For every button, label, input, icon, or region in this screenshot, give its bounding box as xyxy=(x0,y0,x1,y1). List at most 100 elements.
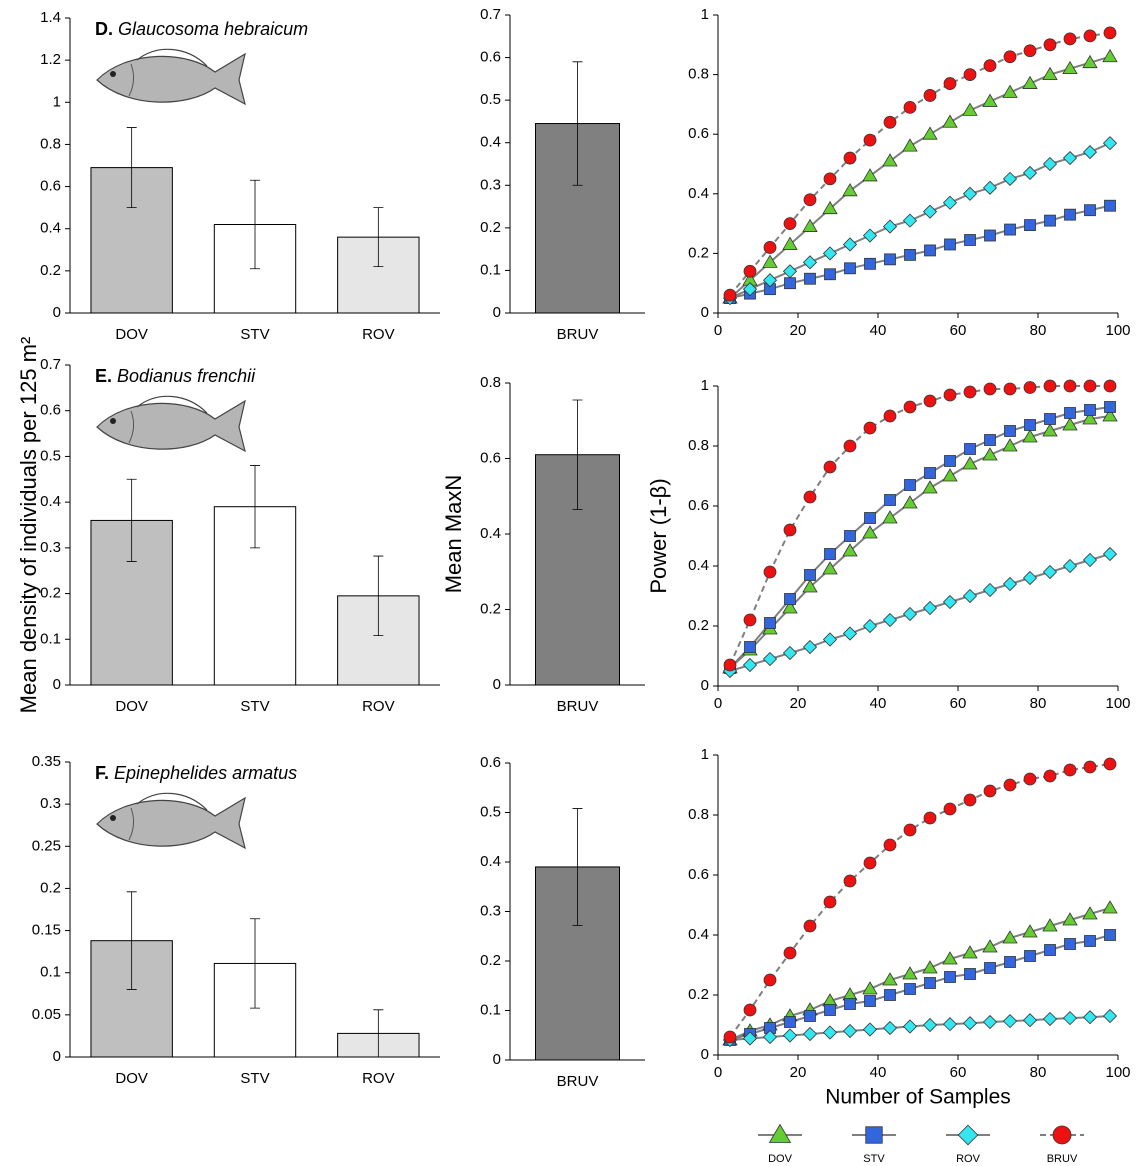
panel-title: D. Glaucosoma hebraicum xyxy=(95,19,308,39)
legend-marker xyxy=(865,1126,883,1144)
fish-gill xyxy=(128,410,135,444)
marker xyxy=(902,138,918,152)
marker xyxy=(943,77,957,90)
y-tick-label: 0 xyxy=(701,304,709,321)
marker xyxy=(1042,156,1058,172)
marker xyxy=(1022,75,1038,89)
marker xyxy=(923,89,937,102)
marker xyxy=(864,257,876,270)
y-tick-label: 0.2 xyxy=(480,600,501,617)
legend-marker xyxy=(1052,1125,1072,1145)
x-tick-label: DOV xyxy=(115,1070,148,1087)
marker xyxy=(804,569,816,581)
marker xyxy=(944,455,956,467)
marker xyxy=(962,456,978,470)
error-bar xyxy=(373,207,384,268)
marker xyxy=(1062,150,1078,166)
marker xyxy=(963,68,977,81)
marker xyxy=(922,126,938,140)
y-tick-label: 0.25 xyxy=(32,837,61,854)
marker xyxy=(1082,411,1098,425)
marker xyxy=(1104,929,1116,941)
error-bar xyxy=(572,808,583,926)
marker xyxy=(1003,50,1017,64)
y-tick-label: 0.8 xyxy=(688,437,709,454)
marker xyxy=(1024,419,1036,431)
marker xyxy=(1064,208,1076,221)
marker xyxy=(924,977,936,989)
marker xyxy=(904,479,916,491)
marker xyxy=(803,193,817,207)
marker xyxy=(842,183,858,197)
marker xyxy=(784,277,796,290)
panel-title: E. Bodianus frenchii xyxy=(95,366,256,386)
marker xyxy=(1104,199,1116,212)
marker xyxy=(1042,564,1058,580)
marker xyxy=(884,989,896,1001)
y-tick-label: 0.05 xyxy=(32,1006,61,1023)
marker xyxy=(844,530,856,542)
marker xyxy=(1083,760,1097,774)
y-tick-label: 0.8 xyxy=(688,806,709,823)
fish-body xyxy=(96,52,246,106)
marker xyxy=(1082,552,1098,568)
error-bar xyxy=(250,465,260,549)
y-tick-label: 0.6 xyxy=(688,497,709,514)
species-name: Bodianus frenchii xyxy=(117,366,256,386)
marker xyxy=(1044,413,1056,425)
marker xyxy=(744,641,756,653)
marker xyxy=(863,856,877,870)
marker xyxy=(843,874,857,888)
x-tick-label: STV xyxy=(240,1070,269,1087)
y-tick-label: 0.35 xyxy=(32,753,61,770)
marker xyxy=(1062,558,1078,574)
fish-body xyxy=(96,399,246,453)
marker xyxy=(1043,769,1057,783)
error-bar xyxy=(572,61,583,186)
marker xyxy=(1042,66,1058,80)
y-tick-label: 0.3 xyxy=(480,176,501,193)
y-tick-label: 0.15 xyxy=(32,922,61,939)
y-tick-label: 0 xyxy=(53,676,61,693)
marker xyxy=(923,811,937,825)
marker xyxy=(1002,576,1018,592)
marker xyxy=(983,382,997,396)
marker xyxy=(882,972,898,986)
y-tick-label: 0.2 xyxy=(40,262,61,279)
marker xyxy=(862,525,878,539)
marker xyxy=(723,288,737,302)
marker xyxy=(762,254,778,268)
y-tick-label: 0.4 xyxy=(688,926,709,943)
marker xyxy=(1004,223,1016,236)
fish-fin xyxy=(136,395,208,414)
error-bar xyxy=(373,555,384,637)
marker xyxy=(742,657,758,673)
panel-title: F. Epinephelides armatus xyxy=(95,763,297,783)
series-line xyxy=(729,55,1111,299)
y-tick-label: 1 xyxy=(701,746,709,763)
marker xyxy=(1003,382,1017,396)
marker xyxy=(902,606,918,622)
y-tick-label: 0.2 xyxy=(40,585,61,602)
marker xyxy=(922,1017,938,1033)
y-tick-label: 1 xyxy=(701,6,709,23)
legend-label: BRUV xyxy=(1047,1153,1078,1165)
marker xyxy=(982,939,998,953)
marker xyxy=(982,447,998,461)
marker xyxy=(964,968,976,980)
y-axis-label: Mean MaxN xyxy=(441,475,466,594)
marker xyxy=(783,946,797,960)
marker xyxy=(942,951,958,965)
x-axis-label: Number of Samples xyxy=(825,1086,1011,1109)
marker xyxy=(823,895,837,909)
y-tick-label: 0.4 xyxy=(40,220,61,237)
marker xyxy=(743,264,757,278)
marker xyxy=(864,995,876,1007)
y-tick-label: 0.6 xyxy=(480,754,501,771)
marker xyxy=(882,510,898,524)
panel-letter: D. xyxy=(95,19,113,39)
marker xyxy=(1022,570,1038,586)
marker xyxy=(1022,924,1038,938)
marker xyxy=(842,1023,858,1039)
error-bar xyxy=(126,127,137,209)
